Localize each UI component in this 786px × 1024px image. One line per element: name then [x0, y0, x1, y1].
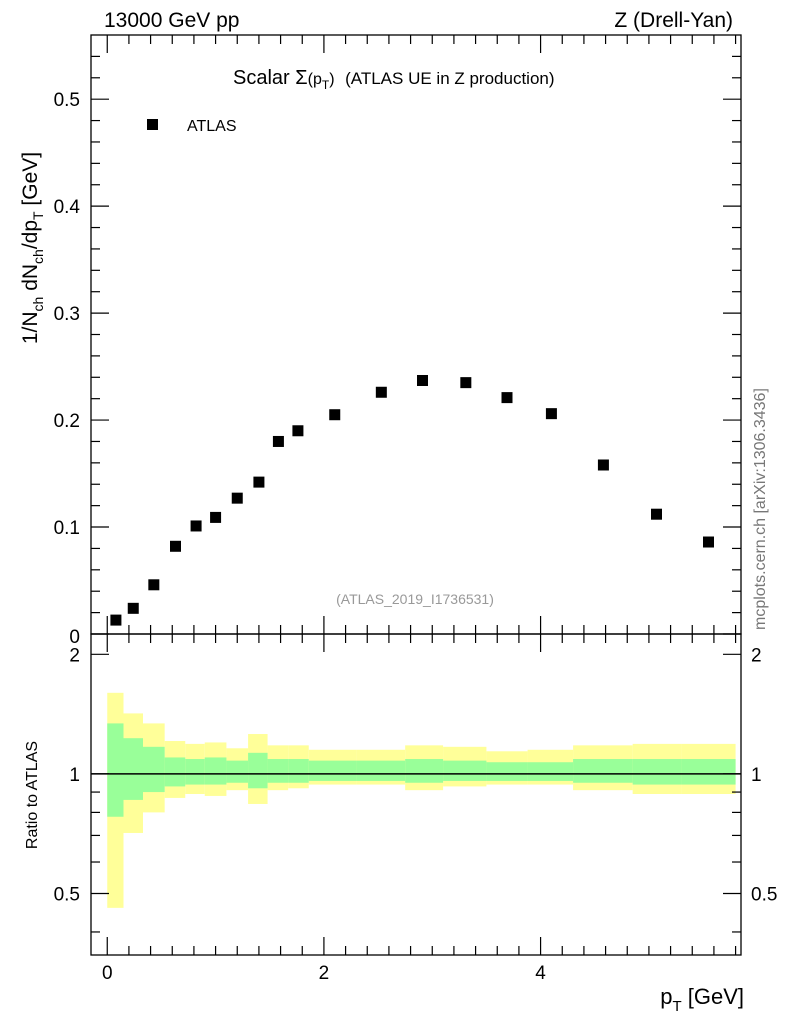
plot-title-post: )	[329, 71, 334, 88]
uncertainty-band-bin	[308, 760, 357, 781]
ylabel-part-f: T	[30, 211, 46, 220]
uncertainty-band-bin	[164, 757, 186, 787]
data-point	[460, 377, 472, 389]
ratio-tick-labels: 0.5 0.5 1 1 2 2 0 2 4	[54, 645, 778, 984]
x-tick-label: 2	[319, 963, 330, 984]
plot-title-rest: (ATLAS UE in Z production)	[345, 69, 554, 88]
data-point	[110, 614, 122, 626]
atlas-data-points	[110, 374, 714, 626]
side-source-label: mcplots.cern.ch [arXiv:1306.3436]	[752, 388, 769, 630]
data-point	[170, 540, 181, 552]
uncertainty-band-bin	[288, 759, 309, 783]
x-tick-label: 4	[535, 963, 546, 984]
uncertainty-band-bin	[681, 759, 736, 785]
legend-marker	[147, 119, 158, 130]
plot-title-sigma: Σ	[295, 67, 307, 89]
ratio-y-tick-label-right: 0.5	[751, 884, 777, 905]
data-point	[501, 392, 513, 404]
data-point	[329, 409, 341, 421]
ylabel-part-e: /dp	[19, 220, 42, 249]
uncertainty-band-bin	[226, 760, 249, 783]
ratio-plot-panel: 0.5 0.5 1 1 2 2 0 2 4 Ratio to ATLAS pT [GeV]	[24, 633, 778, 1015]
uncertainty-band-bin	[267, 759, 289, 783]
ratio-y-tick-label-left: 1	[69, 765, 80, 786]
data-point	[597, 459, 609, 471]
header-left-label: 13000 GeV pp	[104, 9, 239, 32]
uncertainty-band-bin	[632, 759, 682, 785]
uncertainty-band-bin	[204, 757, 227, 785]
data-point	[210, 511, 222, 523]
uncertainty-band-bin	[443, 760, 487, 781]
plot-title-pre: Scalar	[233, 67, 295, 89]
data-point	[253, 476, 265, 488]
y-tick-label: 0.4	[54, 197, 81, 218]
data-point	[127, 602, 139, 614]
ratio-axis-ticks	[91, 634, 741, 955]
uncertainty-band-bin	[143, 746, 165, 793]
y-tick-label: 0.2	[54, 411, 80, 432]
data-point	[417, 374, 428, 386]
data-point	[651, 508, 662, 520]
uncertainty-band-bin	[123, 738, 143, 800]
x-axis-label: pT [GeV]	[660, 984, 744, 1015]
uncertainty-band-bin	[185, 759, 205, 785]
data-point	[703, 536, 714, 548]
data-point	[545, 408, 557, 420]
data-point	[231, 492, 243, 504]
uncertainty-band-bin	[248, 752, 268, 789]
xlabel-p: p	[660, 984, 672, 1009]
legend-label: ATLAS	[187, 118, 237, 135]
main-plot-panel: 0 0.10.20.30.40.5 Scalar Σ(pT) (ATLAS UE…	[19, 34, 742, 648]
xlabel-sub: T	[672, 998, 681, 1015]
y-tick-label: 0.3	[54, 304, 80, 325]
xlabel-unit: [GeV]	[682, 984, 744, 1009]
ylabel-part-c: dN	[19, 264, 42, 297]
uncertainty-band-bin	[356, 760, 406, 781]
ratio-y-tick-label-right: 2	[751, 645, 762, 666]
data-point	[292, 425, 304, 437]
ratio-y-tick-label-left: 2	[69, 645, 80, 666]
ratio-y-tick-label-left: 0.5	[54, 884, 80, 905]
analysis-watermark: (ATLAS_2019_I1736531)	[336, 591, 494, 607]
y-tick-label: 0.1	[54, 518, 80, 539]
plot-title-sub: T	[322, 78, 330, 92]
uncertainty-band-bin	[527, 762, 574, 781]
header-right-label: Z (Drell-Yan)	[614, 9, 733, 32]
ylabel-part-a: 1/N	[19, 311, 42, 344]
ratio-uncertainty-bands	[107, 692, 736, 908]
ylabel-part-g: [GeV]	[19, 152, 42, 212]
data-point	[190, 520, 202, 532]
y-tick-label: 0.5	[54, 90, 80, 111]
ratio-y-axis-label: Ratio to ATLAS	[24, 741, 41, 849]
ratio-plot-frame	[90, 633, 742, 956]
main-axis-ticks	[91, 35, 741, 635]
plot-title-p: (p	[308, 71, 322, 88]
data-point	[148, 579, 160, 591]
y-zero-tick-label: 0	[69, 627, 80, 648]
uncertainty-band-bin	[486, 762, 528, 781]
main-y-axis-label: 1/Nch dNch/dpT [GeV]	[19, 152, 46, 344]
x-tick-label: 0	[102, 963, 113, 984]
main-y-tick-labels: 0 0.1 0.2 0.3 0.4 0.5	[54, 90, 81, 648]
uncertainty-band-bin	[573, 759, 633, 783]
uncertainty-band-bin	[405, 759, 444, 783]
uncertainty-band-bin	[107, 723, 124, 817]
ratio-y-tick-label-right: 1	[751, 765, 762, 786]
ylabel-part-d: ch	[30, 249, 46, 264]
data-point	[375, 386, 387, 398]
ylabel-part-b: ch	[30, 297, 46, 312]
data-point	[272, 435, 284, 447]
plot-title: Scalar Σ(pT) (ATLAS UE in Z production)	[233, 67, 555, 92]
